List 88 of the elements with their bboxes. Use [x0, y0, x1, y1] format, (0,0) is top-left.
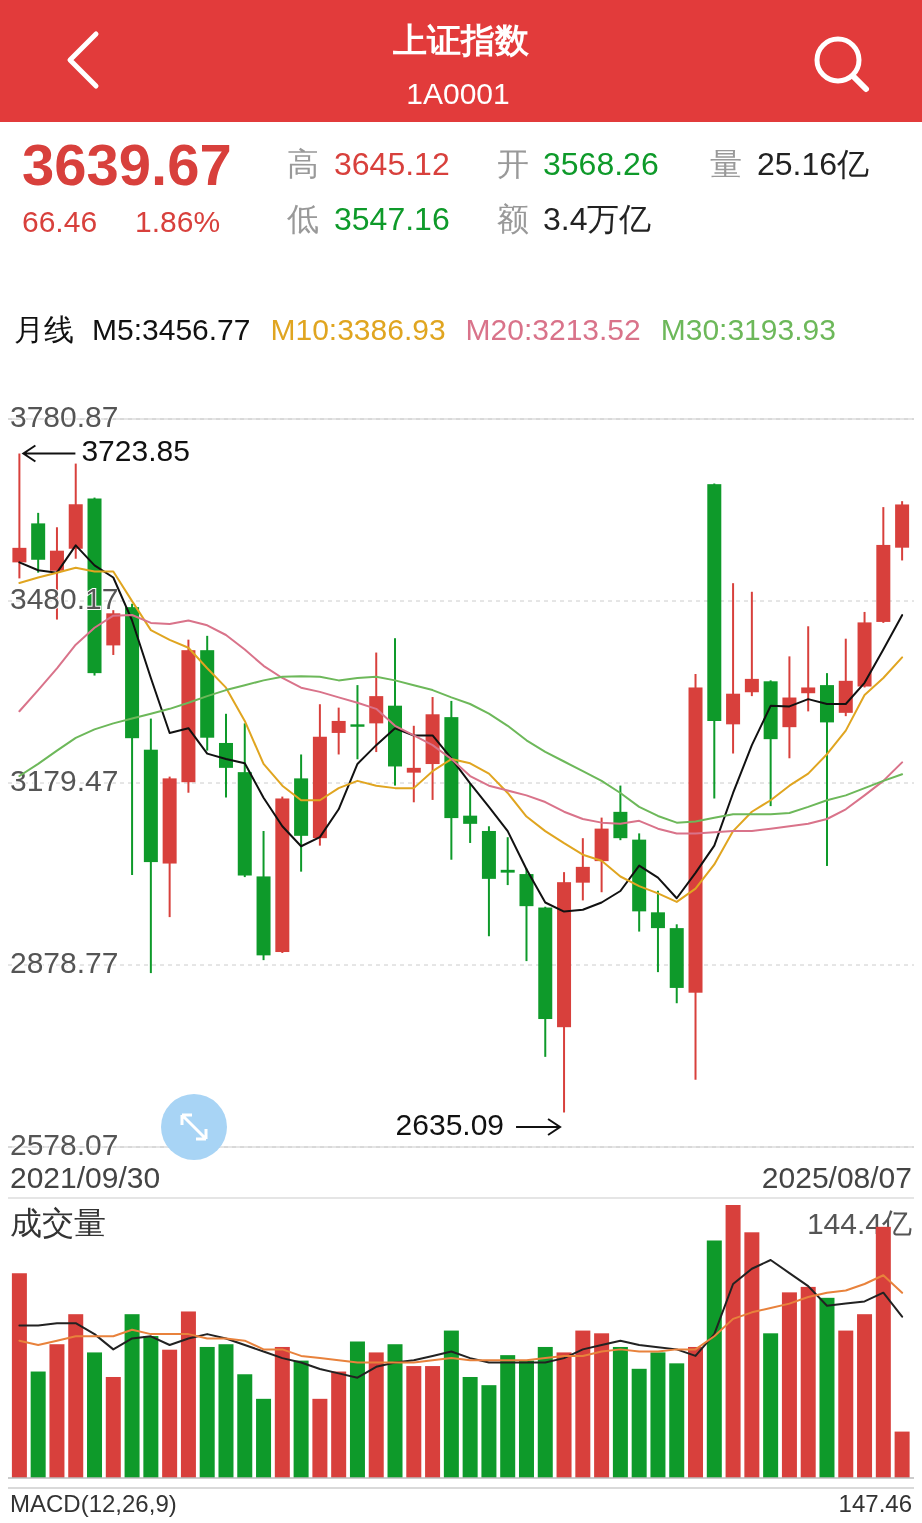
bar — [406, 1366, 422, 1478]
bar — [443, 1330, 459, 1478]
bar — [293, 1360, 309, 1478]
bar — [819, 1297, 835, 1478]
bar — [781, 1292, 797, 1478]
bar — [857, 1314, 873, 1478]
text: 额 — [497, 201, 529, 237]
bar — [725, 1205, 741, 1478]
annotation: 3723.85 — [81, 434, 190, 468]
bar — [143, 1336, 159, 1478]
bar — [87, 1352, 103, 1478]
bar — [30, 1371, 46, 1478]
candlestick — [575, 837, 590, 902]
bar — [763, 1333, 779, 1478]
y-tick-label: 3179.47 — [10, 763, 119, 797]
bar — [631, 1368, 647, 1478]
bar — [68, 1314, 84, 1478]
text: 低 — [287, 201, 319, 237]
bar — [237, 1374, 253, 1478]
bar — [199, 1346, 215, 1478]
candlestick — [331, 706, 346, 756]
bar — [894, 1431, 910, 1478]
bar — [744, 1232, 760, 1478]
bar — [425, 1366, 441, 1478]
bar — [49, 1344, 65, 1478]
candlestick — [801, 625, 816, 713]
bar — [481, 1385, 497, 1478]
text: 3639.67 — [22, 132, 232, 197]
candlestick — [350, 684, 365, 761]
text: MACD(12,26,9) — [10, 1490, 177, 1518]
bar — [594, 1333, 610, 1478]
text: 2025/08/07 — [761, 1160, 912, 1194]
bar — [462, 1376, 478, 1478]
bar — [575, 1330, 591, 1478]
annotation: 2635.09 — [395, 1107, 505, 1141]
bar — [518, 1360, 534, 1478]
bar — [312, 1398, 328, 1478]
text: 3547.16 — [334, 201, 450, 237]
bar — [274, 1346, 290, 1478]
text: 开 — [497, 146, 529, 182]
y-tick-label: 3780.87 — [10, 399, 119, 433]
bar — [669, 1363, 685, 1478]
bar — [387, 1344, 403, 1478]
bar — [612, 1346, 628, 1478]
y-tick-label: 2878.77 — [10, 945, 119, 979]
text: M20:3213.52 — [465, 313, 641, 346]
bar — [256, 1398, 272, 1478]
bar — [800, 1286, 816, 1478]
candlestick — [500, 836, 515, 887]
text: 66.46 — [22, 205, 98, 238]
text: 2021/09/30 — [10, 1160, 161, 1194]
text: 147.46 — [838, 1490, 912, 1518]
bar — [688, 1346, 704, 1478]
bar — [218, 1344, 234, 1478]
bar — [105, 1376, 121, 1478]
bar — [368, 1352, 384, 1478]
text: M30:3193.93 — [660, 313, 836, 346]
bar — [838, 1330, 854, 1478]
chart-subtitle: 1A0001 — [406, 77, 510, 110]
chart-title: 上证指数 — [392, 21, 530, 59]
text: 3568.26 — [543, 146, 659, 182]
bar — [162, 1349, 178, 1478]
bar — [537, 1346, 553, 1478]
bar — [331, 1371, 347, 1478]
text: 3645.12 — [334, 146, 450, 182]
y-tick-label: 2578.07 — [10, 1127, 119, 1161]
chart-title: 成交量 — [10, 1205, 106, 1242]
text: M5:3456.77 — [92, 313, 251, 346]
candlestick — [463, 782, 478, 844]
candlestick — [744, 590, 759, 698]
text: M10:3386.93 — [270, 313, 446, 346]
candlestick — [650, 889, 665, 974]
bar — [349, 1341, 365, 1478]
bar — [556, 1352, 572, 1478]
bar — [11, 1273, 27, 1478]
bar — [500, 1355, 516, 1478]
candlestick — [12, 452, 27, 580]
bar — [706, 1240, 722, 1478]
candlestick — [406, 724, 421, 804]
bar — [650, 1352, 666, 1478]
text: 25.16亿 — [757, 146, 870, 182]
text: 3.4万亿 — [543, 201, 652, 237]
bar — [180, 1311, 196, 1478]
text: 量 — [710, 146, 742, 182]
text: 高 — [287, 146, 319, 182]
bar — [124, 1314, 140, 1478]
text: 1.86% — [135, 205, 221, 238]
text: 月线 — [14, 313, 74, 346]
